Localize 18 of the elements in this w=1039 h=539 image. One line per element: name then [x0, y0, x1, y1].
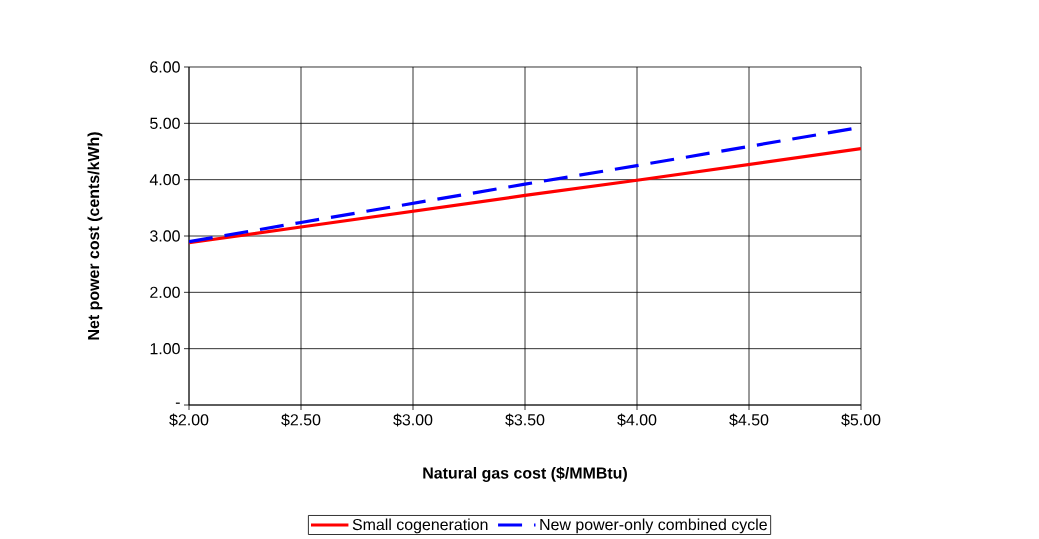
y-tick-label: 3.00 [150, 230, 180, 242]
x-tick-label: $5.00 [841, 413, 881, 427]
x-tick-label: $3.00 [393, 413, 433, 427]
y-tick-label: 2.00 [150, 286, 180, 298]
x-tick-label: $3.50 [505, 413, 545, 427]
x-tick-label: $4.50 [729, 413, 769, 427]
y-tick-label: - [175, 402, 180, 404]
legend-label: Small cogeneration [352, 518, 488, 534]
y-tick-label: 6.00 [150, 61, 180, 73]
x-axis-title: Natural gas cost ($/MMBtu) [423, 466, 627, 482]
x-tick-label: $4.00 [617, 413, 657, 427]
y-tick-label: 1.00 [150, 343, 180, 355]
legend-label: New power-only combined cycle [540, 518, 767, 534]
x-tick-label: $2.50 [281, 413, 321, 427]
y-tick-label: 5.00 [150, 117, 180, 129]
y-tick-label: 4.00 [149, 174, 180, 186]
y-axis-title: Net power cost (cents/kWh) [87, 132, 103, 340]
x-tick-label: $2.00 [169, 413, 209, 427]
